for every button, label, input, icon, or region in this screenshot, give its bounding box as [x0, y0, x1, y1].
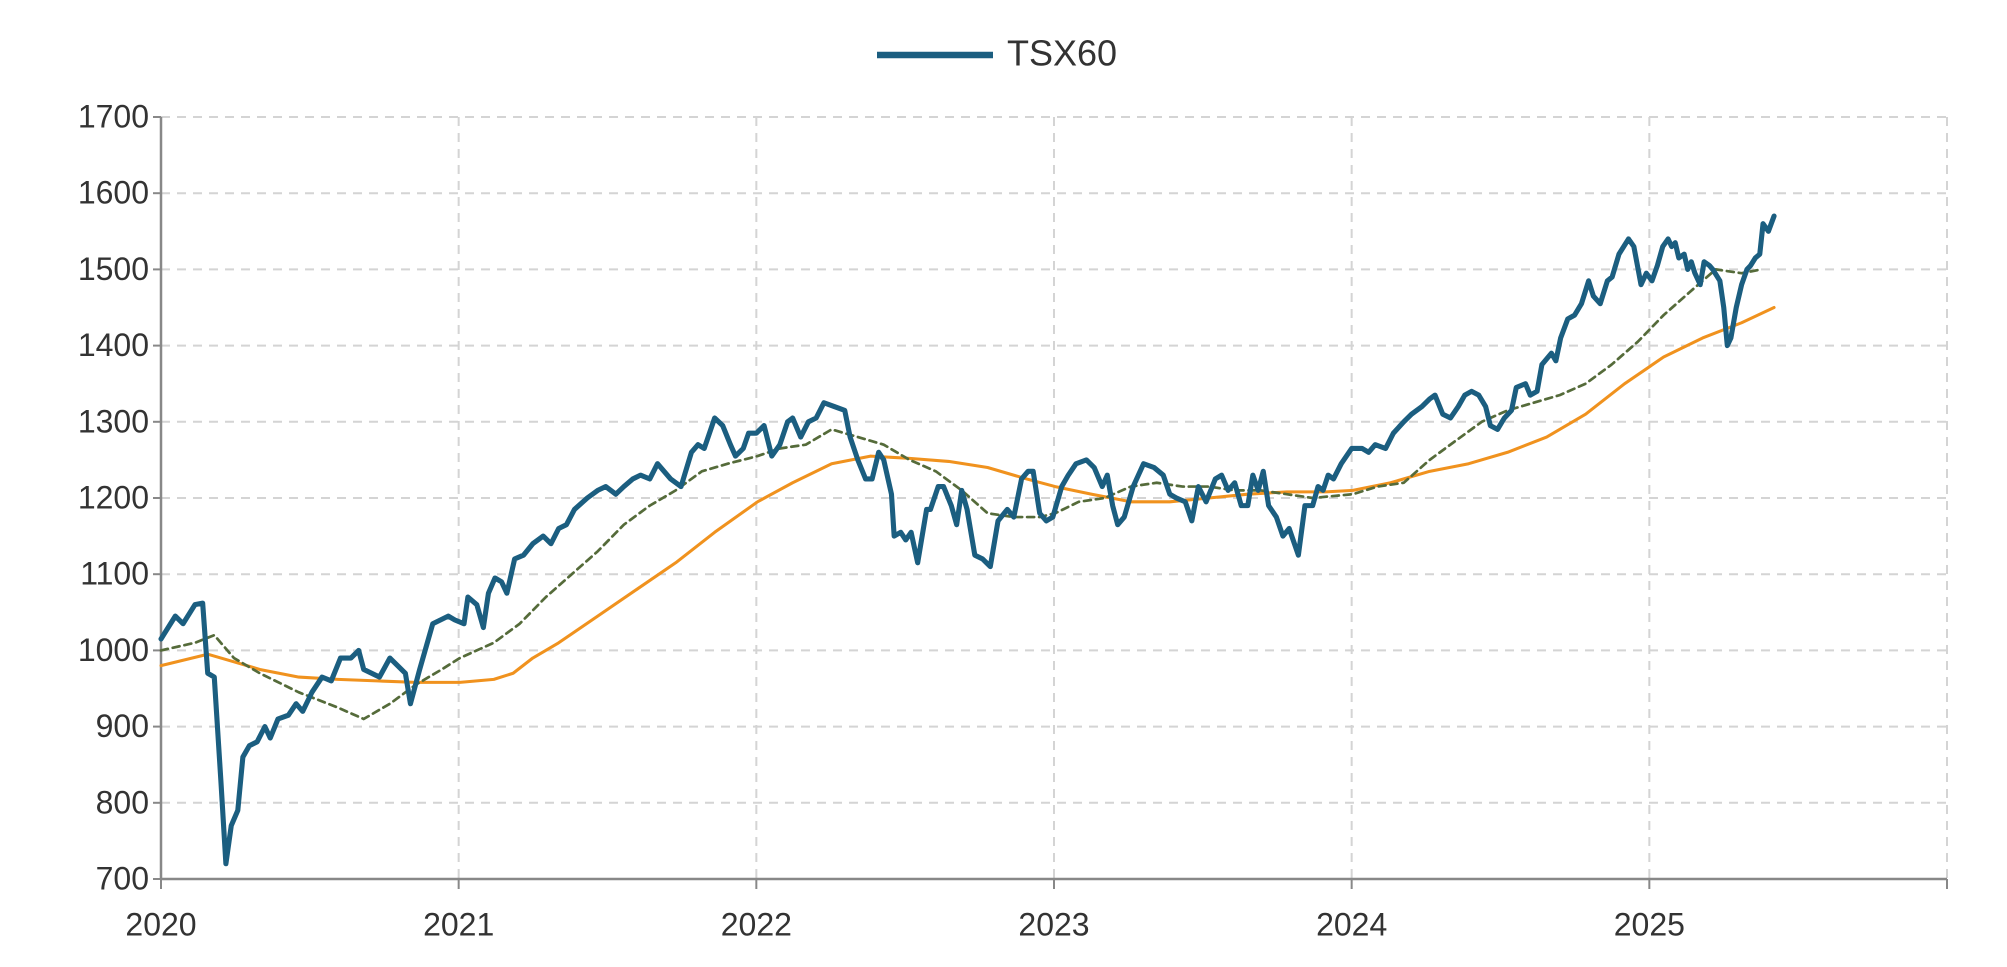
x-tick-label: 2025	[1614, 906, 1685, 942]
y-tick-label: 1100	[80, 556, 149, 592]
x-tick-label: 2022	[721, 906, 792, 942]
y-tick-label: 900	[96, 708, 149, 744]
y-tick-label: 800	[96, 784, 149, 820]
legend: TSX60	[877, 33, 1117, 74]
series-line	[158, 213, 1777, 867]
y-tick-label: 1300	[78, 403, 149, 439]
x-tick-label: 2020	[125, 906, 196, 942]
y-tick-label: 1500	[78, 251, 149, 287]
x-tick-label: 2023	[1018, 906, 1089, 942]
y-tick-label: 1400	[78, 327, 149, 363]
x-tick-label: 2021	[423, 906, 494, 942]
y-tick-label: 1700	[78, 98, 149, 134]
y-tick-label: 1200	[78, 479, 149, 515]
y-tick-label: 1600	[78, 175, 149, 211]
series-line	[159, 305, 1776, 684]
y-tick-label: 700	[96, 860, 149, 896]
series-line	[159, 268, 1763, 721]
y-tick-label: 1000	[78, 632, 149, 668]
x-tick-label: 2024	[1316, 906, 1387, 942]
legend-label: TSX60	[1007, 33, 1117, 74]
